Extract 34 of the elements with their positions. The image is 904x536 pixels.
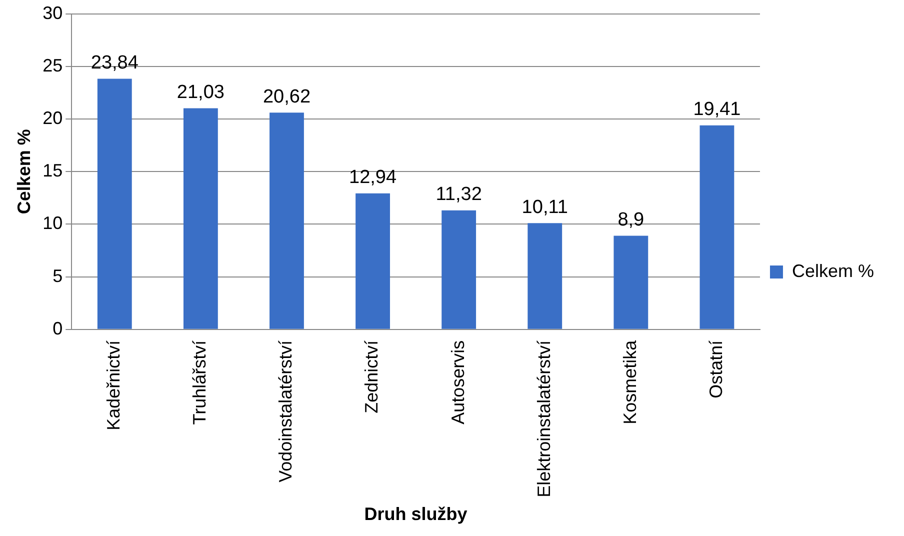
data-label: 19,41 bbox=[693, 99, 741, 120]
legend-label: Celkem % bbox=[792, 260, 874, 281]
data-label: 12,94 bbox=[349, 167, 397, 188]
x-tick-label: Kadeřnictví bbox=[104, 340, 124, 430]
data-label: 8,9 bbox=[618, 210, 644, 231]
x-tick-label: Ostatní bbox=[706, 340, 726, 398]
y-tick-label: 5 bbox=[52, 266, 63, 286]
y-tick-label: 25 bbox=[42, 56, 63, 76]
data-label: 20,62 bbox=[262, 86, 311, 108]
bar bbox=[442, 210, 476, 329]
x-tick-label: Kosmetika bbox=[620, 339, 640, 424]
bar bbox=[97, 78, 132, 329]
x-tick-label: Truhlářství bbox=[190, 340, 210, 425]
y-axis-title: Celkem % bbox=[14, 129, 34, 214]
y-tick-label: 15 bbox=[42, 160, 63, 181]
data-label: 11,32 bbox=[436, 184, 482, 206]
bar bbox=[270, 112, 304, 329]
data-label: 23,84 bbox=[90, 52, 139, 74]
data-label: 21,03 bbox=[176, 82, 224, 104]
y-tick-label: 30 bbox=[42, 2, 63, 23]
y-tick-label: 0 bbox=[52, 318, 63, 338]
x-tick-label: Zednictví bbox=[362, 340, 382, 414]
bar bbox=[356, 193, 390, 329]
x-tick-label: Autoservis bbox=[448, 340, 468, 424]
x-axis-title: Druh služby bbox=[364, 504, 468, 524]
bar bbox=[183, 108, 218, 329]
y-tick-label: 10 bbox=[42, 213, 63, 234]
x-tick-label: Elektroinstalatérství bbox=[534, 340, 554, 498]
y-tick-label: 20 bbox=[42, 108, 63, 128]
data-label: 10,11 bbox=[522, 196, 568, 218]
x-tick-label: Vodoinstalatérství bbox=[276, 340, 296, 482]
bar bbox=[614, 236, 648, 329]
bar bbox=[700, 125, 734, 329]
bar bbox=[528, 223, 562, 329]
